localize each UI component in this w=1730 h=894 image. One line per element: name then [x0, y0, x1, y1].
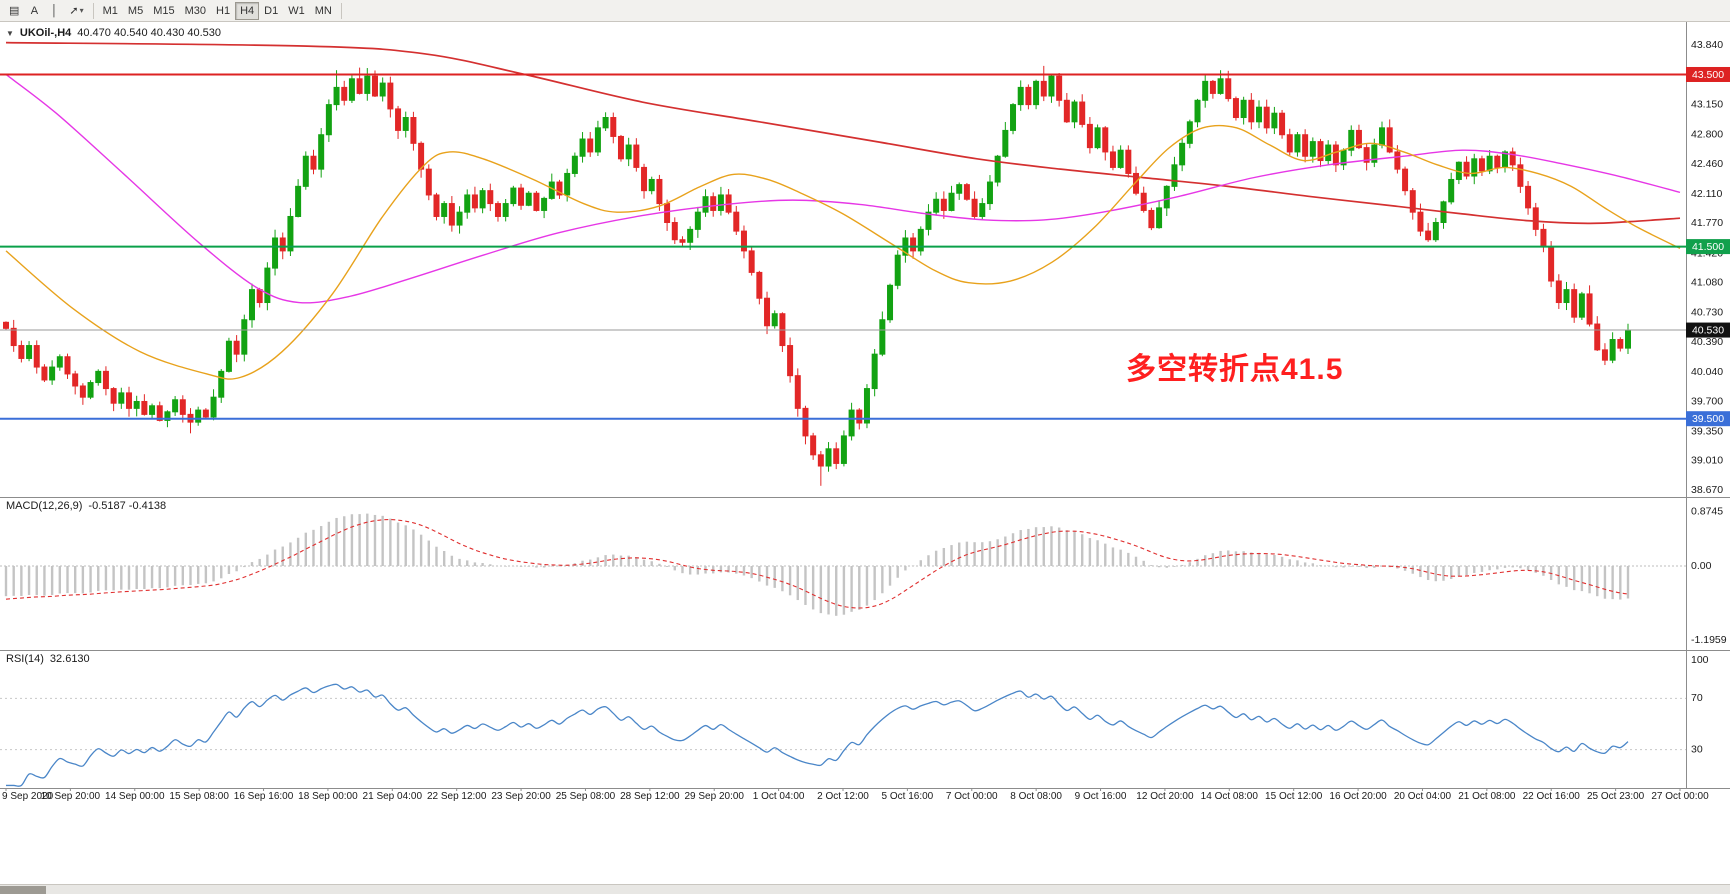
- timeframe-MN[interactable]: MN: [314, 4, 332, 17]
- text-tool-icon[interactable]: A: [30, 4, 39, 17]
- ma-medium-line: [5, 73, 1681, 304]
- macd-indicator-values: -0.5187 -0.4138: [88, 500, 167, 512]
- ma-slow-line: [5, 41, 1681, 225]
- time-axis-label: 29 Sep 20:00: [684, 791, 744, 802]
- axis-label: 42.460: [1691, 158, 1723, 170]
- time-axis-label: 1 Oct 04:00: [752, 791, 805, 802]
- timeframe-D1[interactable]: D1: [264, 4, 279, 17]
- indicators-template-icon[interactable]: ➚ ▾: [69, 5, 84, 17]
- time-axis-label: 28 Sep 12:00: [620, 791, 680, 802]
- axis-label: 40.730: [1691, 307, 1723, 319]
- ohlc-values: 40.470 40.540 40.430 40.530: [77, 27, 222, 39]
- price-badge-43.500: [1686, 66, 1730, 82]
- axis-label: 39.700: [1691, 395, 1723, 407]
- svg-text:43.500: 43.500: [1692, 69, 1724, 81]
- axis-label: 38.670: [1691, 484, 1723, 496]
- symbol-period-label: UKOil-,H4: [19, 27, 72, 39]
- time-axis-label: 22 Sep 12:00: [426, 791, 487, 802]
- svg-text:40.530: 40.530: [1692, 324, 1724, 336]
- horizontal-scrollbar[interactable]: [0, 884, 1730, 894]
- axis-label: 39.010: [1691, 455, 1723, 467]
- time-axis-label: 18 Sep 00:00: [298, 791, 358, 802]
- timeframe-M1[interactable]: M1: [102, 4, 118, 17]
- macd-label-row: MACD(12,26,9) -0.5187 -0.4138: [6, 500, 166, 512]
- symbol-dropdown-icon[interactable]: ▼: [6, 28, 14, 38]
- timeframe-M5[interactable]: M5: [127, 4, 144, 17]
- axis-label: 0.8745: [1691, 506, 1723, 518]
- vertical-line-tool-icon[interactable]: │: [50, 4, 58, 17]
- rsi-indicator-value: 32.6130: [49, 653, 90, 665]
- price-badge-40.530: [1686, 322, 1730, 338]
- scrollbar-thumb[interactable]: [0, 886, 46, 894]
- axis-label: 42.800: [1691, 129, 1723, 141]
- time-axis-label: 22 Oct 16:00: [1522, 791, 1580, 802]
- price-badge-39.500: [1686, 411, 1730, 427]
- axis-label: 41.080: [1691, 277, 1723, 289]
- axis-label: 40.390: [1691, 336, 1723, 348]
- time-axis-label: 14 Oct 08:00: [1200, 791, 1258, 802]
- time-axis-label: 14 Sep 00:00: [105, 791, 165, 802]
- time-axis-label: 9 Sep 2020: [2, 791, 54, 802]
- axis-label: 41.770: [1691, 217, 1723, 229]
- time-axis-label: 8 Oct 08:00: [1010, 791, 1062, 802]
- axis-label: 42.110: [1691, 188, 1722, 200]
- time-axis-label: 9 Oct 16:00: [1074, 791, 1127, 802]
- ma-fast-line: [5, 124, 1681, 380]
- price-axis[interactable]: [1686, 22, 1730, 788]
- time-axis-label: 25 Sep 08:00: [555, 791, 616, 802]
- axis-label: 70: [1691, 692, 1703, 704]
- axis-label: 100: [1691, 654, 1709, 666]
- time-axis-label: 20 Oct 04:00: [1393, 791, 1452, 802]
- timeframe-W1[interactable]: W1: [288, 4, 305, 17]
- toolbar-separator: [340, 2, 342, 19]
- toolbar-separator: [92, 2, 94, 19]
- timeframe-M30[interactable]: M30: [184, 4, 207, 17]
- rsi-indicator-label: RSI(14): [6, 653, 44, 665]
- axis-label: 40.040: [1691, 366, 1723, 378]
- timeframe-H1[interactable]: H1: [216, 4, 231, 17]
- macd-indicator-label: MACD(12,26,9): [6, 500, 83, 512]
- time-axis-label: 25 Oct 23:00: [1586, 791, 1645, 802]
- axis-label: 39.350: [1691, 425, 1723, 437]
- time-axis-label: 5 Oct 16:00: [881, 791, 934, 802]
- axis-label: 0.00: [1691, 560, 1712, 572]
- time-axis-label: 21 Sep 04:00: [362, 791, 423, 802]
- rsi-label-row: RSI(14) 32.6130: [6, 653, 90, 665]
- axis-label: 43.150: [1691, 98, 1723, 110]
- timeframe-M15[interactable]: M15: [153, 4, 175, 17]
- time-axis-label: 10 Sep 20:00: [40, 791, 101, 802]
- time-axis-label: 21 Oct 08:00: [1458, 791, 1516, 802]
- chart-annotation-text[interactable]: 多空转折点41.5: [1126, 353, 1344, 386]
- time-axis-label: 12 Oct 20:00: [1136, 791, 1194, 802]
- toolbar: ▤ A │ ➚ ▾ M1 M5 M15 M30 H1 H4 D1 W1 MN: [0, 0, 1730, 22]
- axis-label: 30: [1691, 743, 1703, 755]
- axis-label: -1.1959: [1691, 634, 1727, 646]
- time-axis-label: 15 Oct 12:00: [1265, 791, 1323, 802]
- time-axis-label: 16 Oct 20:00: [1329, 791, 1387, 802]
- svg-text:41.500: 41.500: [1692, 241, 1724, 253]
- price-badge-41.500: [1686, 239, 1730, 255]
- time-axis-label: 7 Oct 00:00: [945, 791, 998, 802]
- timeframe-H4[interactable]: H4: [235, 1, 260, 20]
- chart-title-overlay: ▼ UKOil-,H4 40.470 40.540 40.430 40.530: [6, 27, 221, 39]
- axis-label: 43.840: [1691, 39, 1723, 51]
- chart-objects-icon[interactable]: ▤: [9, 5, 20, 17]
- svg-text:39.500: 39.500: [1692, 413, 1724, 425]
- time-axis-label: 15 Sep 08:00: [169, 791, 229, 802]
- time-axis[interactable]: 9 Sep 2020 10 Sep 20:00 14 Sep 00:00 15 Sep…: [0, 791, 1709, 807]
- time-axis-label: 23 Sep 20:00: [491, 791, 551, 802]
- time-axis-label: 2 Oct 12:00: [817, 791, 869, 802]
- time-axis-label: 27 Oct 00:00: [1651, 791, 1709, 802]
- time-axis-label: 16 Sep 16:00: [233, 791, 294, 802]
